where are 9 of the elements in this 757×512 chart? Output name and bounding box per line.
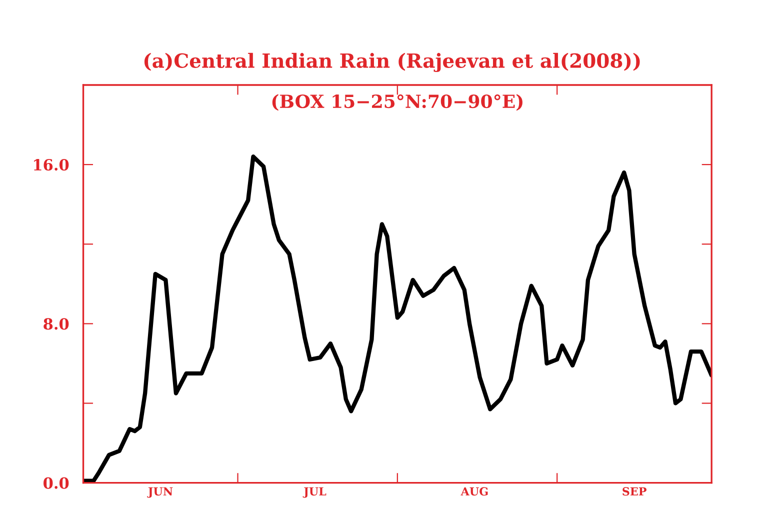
- x-tick-label: JUL: [302, 487, 326, 498]
- x-tick-label: AUG: [460, 487, 488, 496]
- y-tick-label: 8.0: [44, 318, 69, 330]
- y-tick-label: 16.0: [34, 159, 69, 171]
- x-tick-label: SEP: [622, 487, 646, 496]
- x-tick-label: JUN: [147, 487, 173, 498]
- y-tick-label: 0.0: [44, 477, 69, 489]
- chart-title: (a)Central Indian Rain (Rajeevan et al(2008)): [144, 52, 640, 72]
- chart-subtitle: (BOX 15−25°N:70−90°E): [272, 94, 522, 111]
